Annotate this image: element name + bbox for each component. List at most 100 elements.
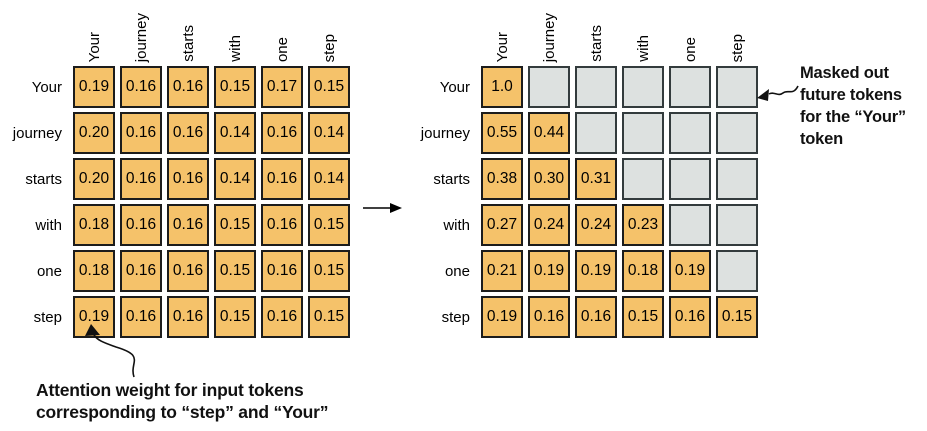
weight-cell-one-your: 0.21 [481,250,523,292]
masked-cell-your-one [669,66,711,108]
masked-cell-starts-with [622,158,664,200]
weight-cell-journey-journey: 0.44 [528,112,570,154]
col-header-label: journey [132,12,150,62]
weight-cell-with-journey: 0.16 [120,204,162,246]
row-label-starts: starts [433,170,470,188]
masked-cell-journey-step [716,112,758,154]
weight-cell-journey-one: 0.16 [261,112,303,154]
weight-cell-one-your: 0.18 [73,250,115,292]
weight-cell-one-one: 0.16 [261,250,303,292]
col-header-label: journey [540,12,558,62]
weight-cell-journey-step: 0.14 [308,112,350,154]
col-header-starts: starts [575,1,617,62]
caption-masked-tokens-line3: for the “Your” [800,108,906,126]
masked-cell-starts-one [669,158,711,200]
col-header-label: step [320,33,338,62]
col-header-with: with [214,1,256,62]
weight-cell-step-with: 0.15 [622,296,664,338]
col-header-step: step [716,1,758,62]
weight-cell-starts-starts: 0.16 [167,158,209,200]
attention-matrix-masked: Your journey starts with one step Your 1.0 journ… [421,1,758,338]
matrix-corner [14,1,68,62]
caption-masked-tokens-line2: future tokens [800,86,902,104]
col-header-with: with [622,1,664,62]
weight-cell-journey-journey: 0.16 [120,112,162,154]
right-arrow-icon [363,203,402,213]
weight-cell-with-with: 0.23 [622,204,664,246]
weight-cell-journey-with: 0.14 [214,112,256,154]
weight-cell-starts-your: 0.38 [481,158,523,200]
row-label-step: step [33,308,62,326]
row-label-journey: journey [12,124,62,142]
weight-cell-your-one: 0.17 [261,66,303,108]
weight-cell-one-one: 0.19 [669,250,711,292]
weight-cell-starts-journey: 0.16 [120,158,162,200]
weight-cell-with-with: 0.15 [214,204,256,246]
weight-cell-your-starts: 0.16 [167,66,209,108]
caption-masked-tokens-line1: Masked out [800,64,889,82]
weight-cell-with-journey: 0.24 [528,204,570,246]
weight-cell-your-journey: 0.16 [120,66,162,108]
masked-cell-your-starts [575,66,617,108]
weight-cell-journey-your: 0.20 [73,112,115,154]
masked-cell-with-one [669,204,711,246]
weight-cell-one-with: 0.18 [622,250,664,292]
masked-cell-your-with [622,66,664,108]
weight-cell-one-step: 0.15 [308,250,350,292]
caption-masked-tokens-line4: token [800,130,844,148]
col-header-label: one [681,36,699,62]
weight-cell-your-your: 1.0 [481,66,523,108]
weight-cell-with-starts: 0.16 [167,204,209,246]
weight-cell-with-one: 0.16 [261,204,303,246]
weight-cell-step-journey: 0.16 [528,296,570,338]
weight-cell-starts-starts: 0.31 [575,158,617,200]
weight-cell-step-step: 0.15 [716,296,758,338]
attention-matrix-unmasked: Your journey starts with one step Your 0.19 0.16… [12,1,350,338]
masked-cell-journey-with [622,112,664,154]
weight-cell-step-starts: 0.16 [167,296,209,338]
weight-cell-step-starts: 0.16 [575,296,617,338]
col-header-your: Your [481,1,523,62]
col-header-label: with [226,35,244,62]
masked-cell-with-step [716,204,758,246]
row-label-your: Your [31,78,62,96]
weight-cell-starts-step: 0.14 [308,158,350,200]
weight-cell-with-your: 0.18 [73,204,115,246]
weight-cell-one-journey: 0.19 [528,250,570,292]
curved-arrow-up-icon [85,324,136,378]
masked-cell-starts-step [716,158,758,200]
weight-cell-starts-with: 0.14 [214,158,256,200]
row-label-one: one [36,262,62,280]
weight-cell-step-your: 0.19 [481,296,523,338]
col-header-label: step [728,33,746,62]
row-label-one: one [444,262,470,280]
col-header-label: Your [85,31,103,62]
weight-cell-starts-journey: 0.30 [528,158,570,200]
col-header-label: Your [493,31,511,62]
masked-cell-your-step [716,66,758,108]
weight-cell-your-your: 0.19 [73,66,115,108]
masked-cell-journey-one [669,112,711,154]
weight-cell-step-one: 0.16 [669,296,711,338]
weight-cell-with-your: 0.27 [481,204,523,246]
matrix-corner [422,1,476,62]
weight-cell-your-with: 0.15 [214,66,256,108]
weight-cell-with-step: 0.15 [308,204,350,246]
weight-cell-step-with: 0.15 [214,296,256,338]
col-header-journey: journey [120,1,162,62]
masked-cell-journey-starts [575,112,617,154]
weight-cell-step-one: 0.16 [261,296,303,338]
weight-cell-starts-your: 0.20 [73,158,115,200]
weight-cell-one-starts: 0.19 [575,250,617,292]
caption-attention-weight-line2: corresponding to “step” and “Your” [36,402,329,422]
row-label-step: step [441,308,470,326]
row-label-with: with [443,216,470,234]
caption-masked-tokens: Masked out future tokens for the “Your” … [800,62,906,150]
col-header-label: with [634,35,652,62]
caption-attention-weight: Attention weight for input tokens corres… [36,379,329,423]
weight-cell-journey-your: 0.55 [481,112,523,154]
col-header-label: starts [179,25,197,62]
col-header-label: starts [587,25,605,62]
weight-cell-one-starts: 0.16 [167,250,209,292]
